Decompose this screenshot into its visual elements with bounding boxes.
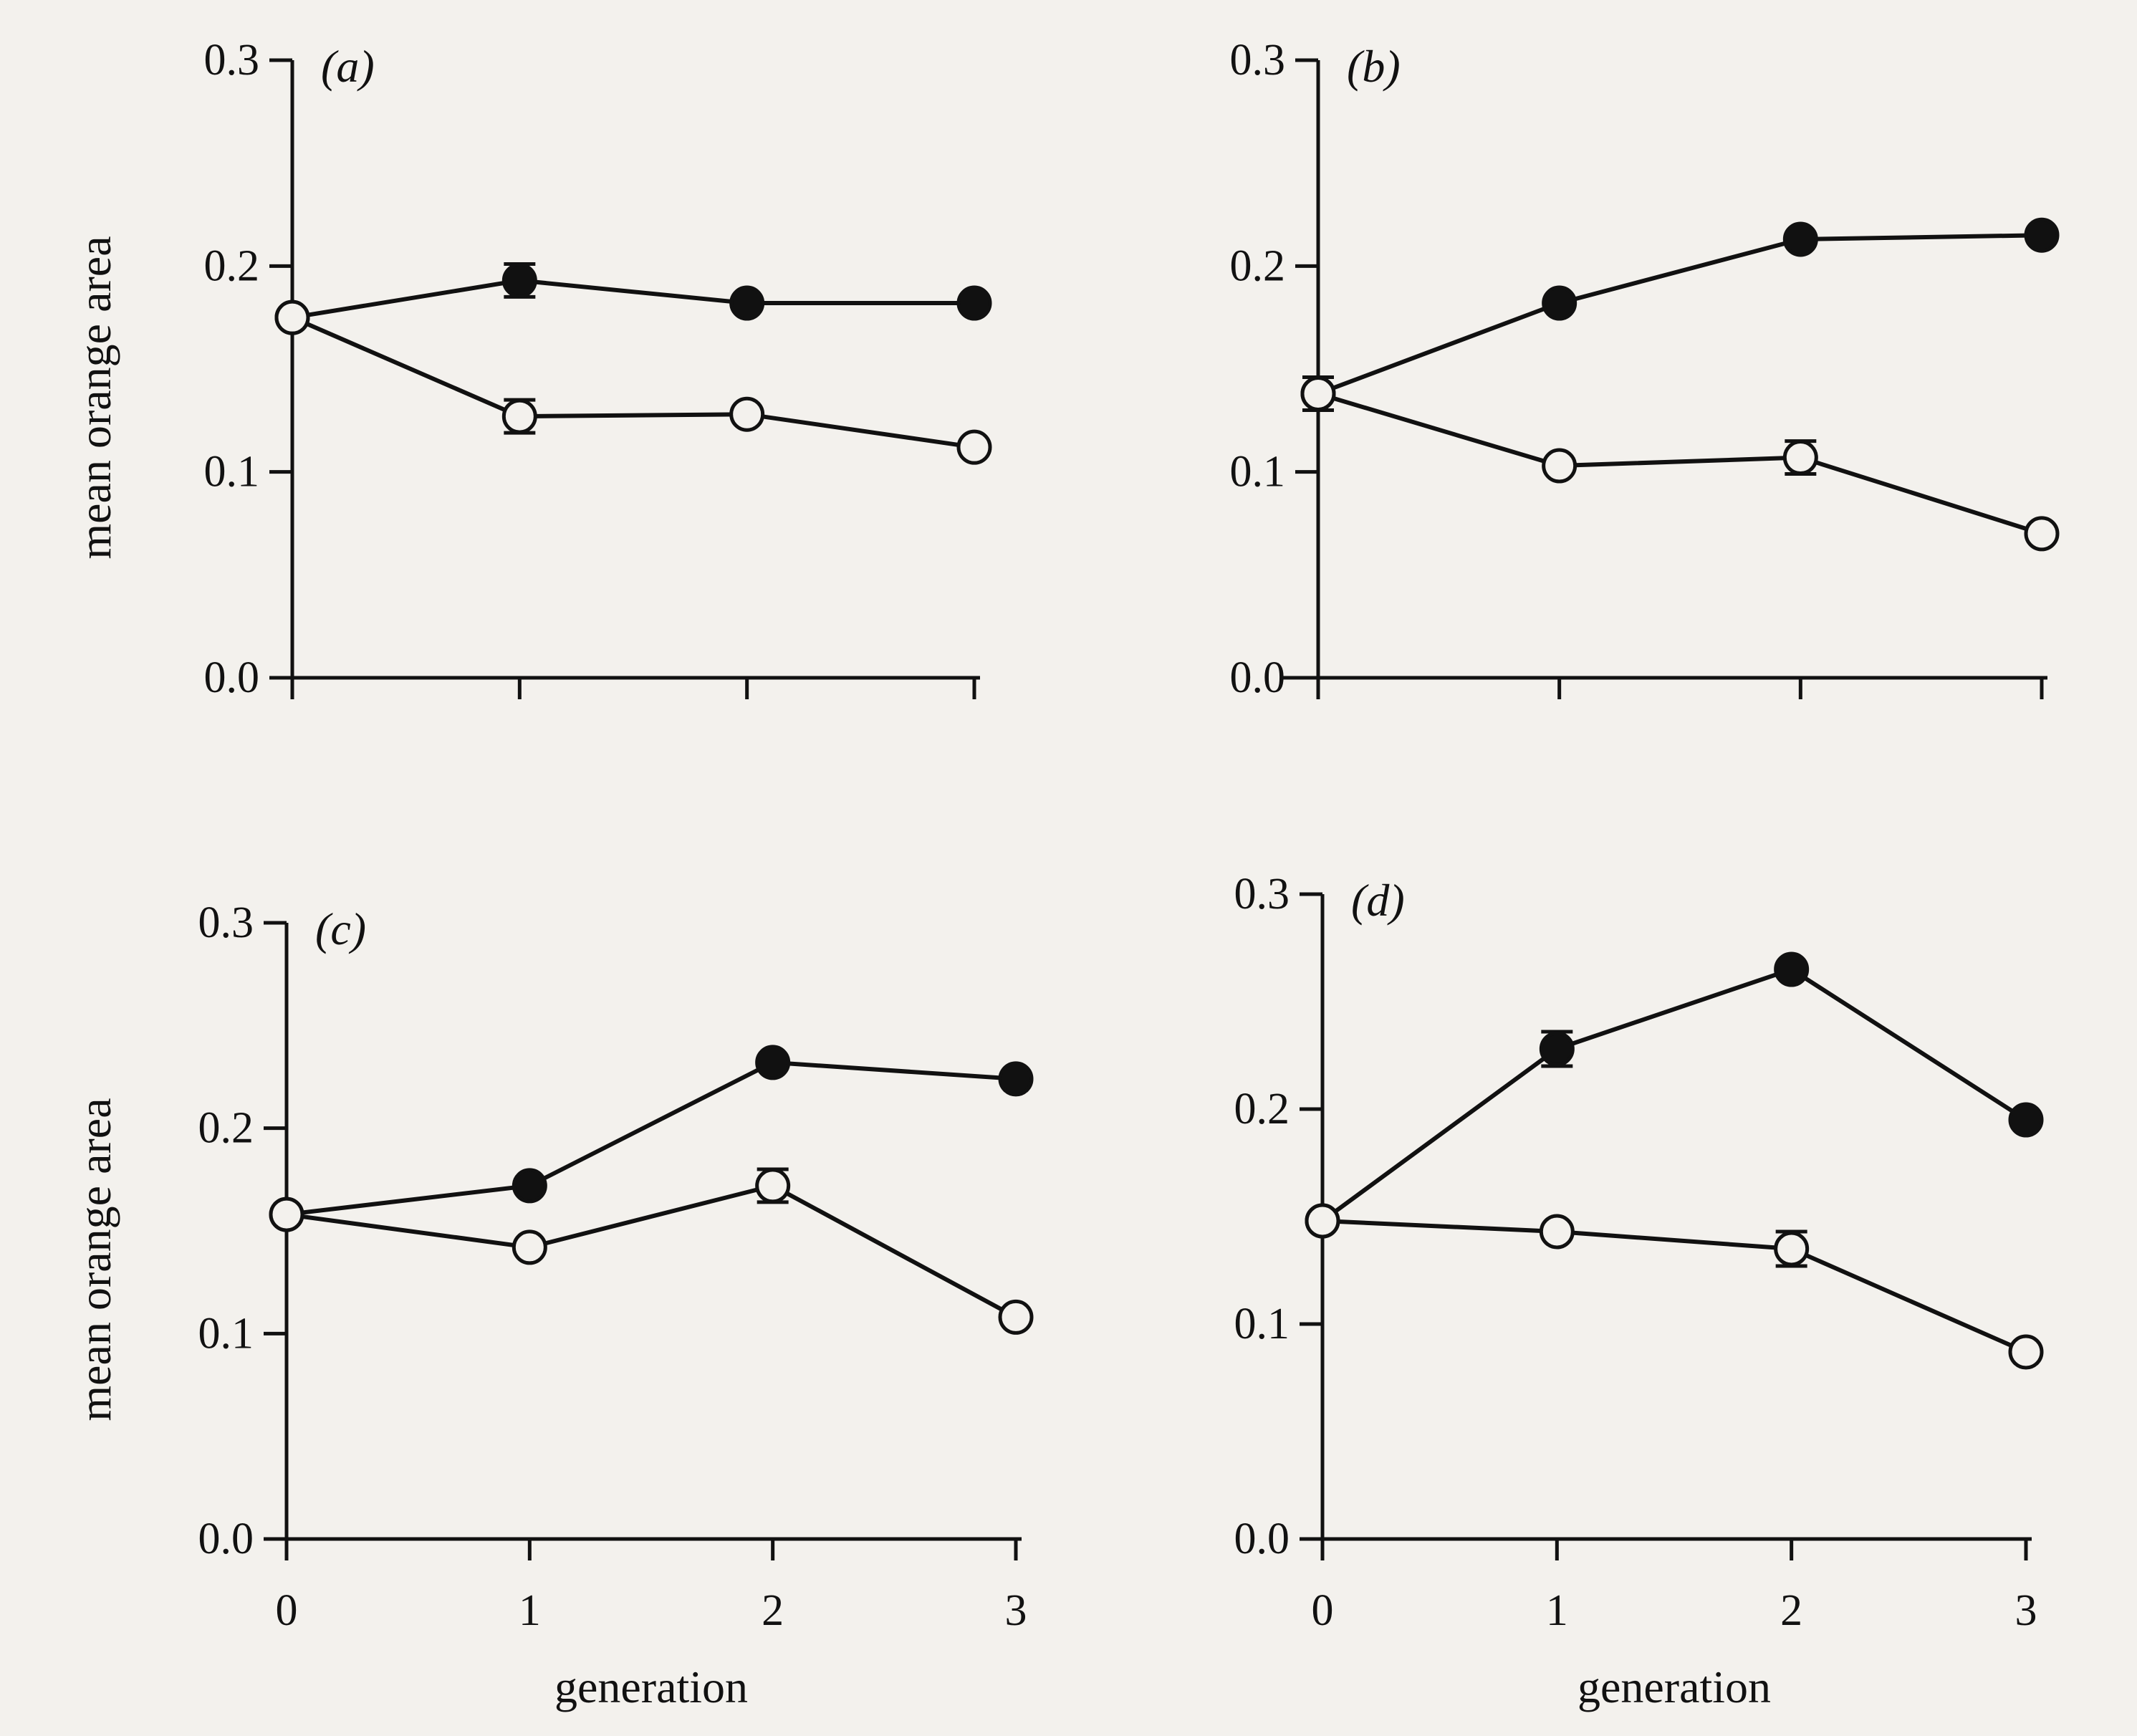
data-point-open (269, 1197, 304, 1232)
data-point-open (2008, 1334, 2044, 1370)
x-tick-label: 3 (2015, 1586, 2037, 1635)
panel-label: (c) (315, 903, 366, 954)
series-line-filled (286, 1060, 1017, 1217)
data-point-open (1782, 440, 1818, 476)
y-tick-label: 0.0 (198, 1515, 254, 1563)
x-tick-label: 0 (276, 1586, 298, 1635)
y-tick-label: 0.0 (1234, 1515, 1290, 1563)
data-point-filled (1782, 221, 1818, 257)
panel-label: (d) (1351, 875, 1405, 926)
data-point-filled (501, 262, 537, 298)
x-tick-label: 2 (1780, 1586, 1802, 1635)
x-axis-title: generation (1577, 1661, 1771, 1712)
chart-panel-1: 0.0 0.1 0.2 0.3 (b) (1230, 36, 2060, 702)
y-tick-label: 0.3 (1234, 870, 1290, 919)
y-tick-label: 0.1 (1234, 1300, 1290, 1348)
data-point-open (755, 1168, 791, 1204)
y-tick-label: 0.0 (1230, 653, 1286, 702)
data-point-open (1542, 448, 1577, 484)
data-point-filled (729, 285, 765, 321)
y-axis-title: mean orange area (69, 1098, 120, 1421)
chart-panel-3: 0.0 0.1 0.2 0.3 0 1 2 3 generation (d) (1234, 870, 2044, 1712)
y-tick-label: 0.1 (198, 1309, 254, 1358)
data-point-open (501, 398, 537, 434)
data-point-filled (2024, 217, 2060, 253)
series-line-filled (292, 278, 974, 320)
series-line-open (286, 1183, 1017, 1320)
y-tick-label: 0.3 (198, 898, 254, 947)
data-point-filled (1539, 1031, 1575, 1067)
series-line-open (291, 315, 975, 450)
data-point-filled (956, 285, 992, 321)
series-line-filled (1317, 233, 2042, 396)
x-axis-title: generation (554, 1661, 748, 1712)
x-tick-label: 3 (1005, 1586, 1027, 1635)
data-point-open (729, 396, 765, 432)
chart-panel-2: 0.0 0.1 0.2 0.3 0 1 2 3 mean orange area generati… (69, 898, 1034, 1712)
y-tick-label: 0.0 (204, 653, 260, 702)
y-tick-label: 0.1 (1230, 448, 1286, 497)
x-tick-label: 2 (762, 1586, 784, 1635)
panel-label: (a) (321, 41, 375, 92)
data-point-filled (1542, 285, 1577, 321)
data-point-open (274, 299, 310, 335)
data-point-open (1774, 1231, 1810, 1267)
y-tick-label: 0.2 (1230, 241, 1286, 290)
data-point-filled (998, 1061, 1034, 1097)
data-point-filled (512, 1168, 547, 1204)
data-point-open (2024, 516, 2060, 552)
series-line-open (1322, 1219, 2027, 1354)
data-point-open (998, 1299, 1034, 1335)
data-point-filled (2008, 1102, 2044, 1138)
data-point-filled (1774, 951, 1810, 987)
data-point-open (1539, 1214, 1575, 1250)
y-tick-label: 0.1 (204, 448, 260, 497)
data-point-open (1300, 375, 1336, 411)
data-point-open (1305, 1203, 1340, 1239)
data-point-filled (755, 1045, 791, 1080)
panel-label: (b) (1347, 41, 1401, 92)
y-tick-label: 0.2 (198, 1104, 254, 1153)
y-tick-label: 0.3 (1230, 36, 1286, 85)
data-point-open (512, 1229, 547, 1265)
x-tick-label: 1 (1546, 1586, 1568, 1635)
x-tick-label: 1 (519, 1586, 541, 1635)
data-point-open (956, 429, 992, 465)
series-line-filled (1321, 967, 2027, 1223)
y-tick-label: 0.3 (204, 36, 260, 85)
chart-panel-0: 0.0 0.1 0.2 0.3 mean orange area (a) (69, 36, 992, 702)
y-tick-label: 0.2 (1234, 1085, 1290, 1133)
y-tick-label: 0.2 (204, 241, 260, 290)
y-axis-title: mean orange area (69, 236, 120, 559)
series-line-open (1317, 391, 2042, 536)
x-tick-label: 0 (1312, 1586, 1334, 1635)
